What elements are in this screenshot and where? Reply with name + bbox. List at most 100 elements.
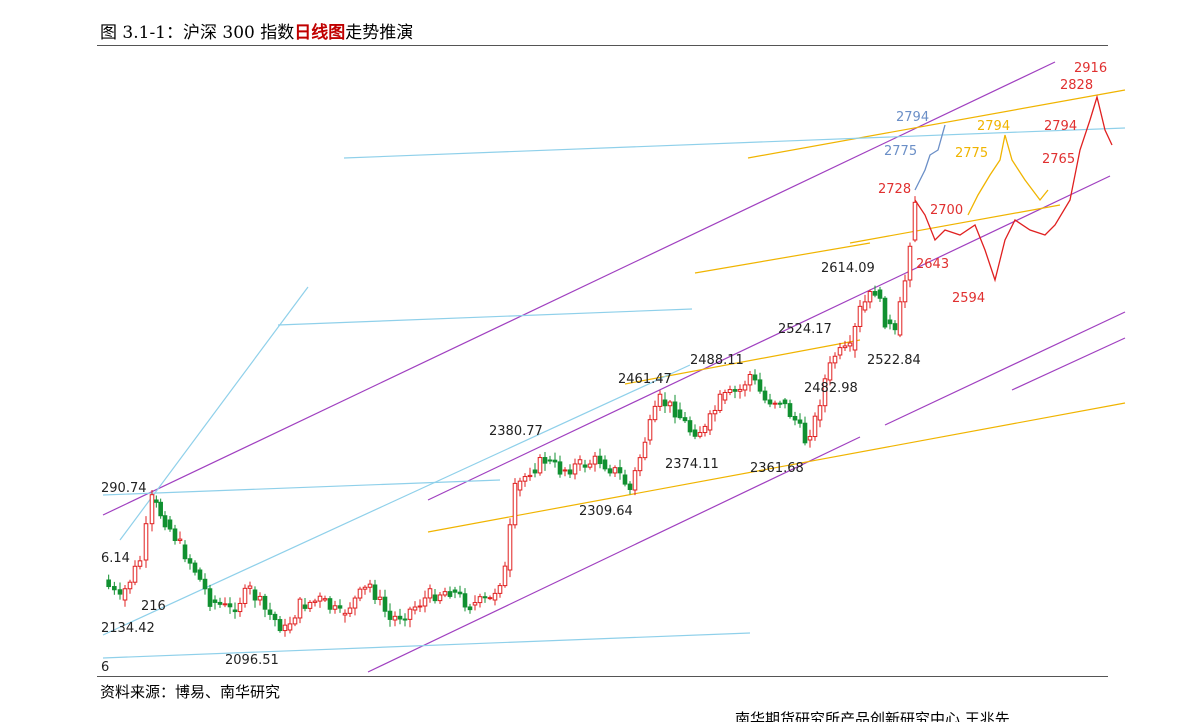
candle-body xyxy=(547,459,553,462)
price-label: 290.74 xyxy=(101,481,147,496)
candle-body xyxy=(557,461,563,475)
candle-body xyxy=(467,606,473,611)
candle-body xyxy=(647,419,653,441)
candle-body xyxy=(197,569,203,580)
candle-body xyxy=(232,609,238,613)
candle-body xyxy=(907,245,913,281)
candle-body xyxy=(262,595,268,610)
candle-body xyxy=(407,608,413,620)
candle-body xyxy=(682,417,688,422)
candle-body xyxy=(597,455,603,465)
candle-body xyxy=(442,591,448,596)
candle-body xyxy=(117,589,123,595)
candle-body xyxy=(192,562,198,573)
candle-body xyxy=(217,601,223,605)
trend-line xyxy=(102,632,751,659)
candle-body xyxy=(312,600,318,603)
title-start: 图 3.1-1：沪深 300 指数 xyxy=(100,23,295,43)
candle-body xyxy=(447,591,453,597)
candle-body xyxy=(497,585,503,594)
candle-body xyxy=(154,499,159,503)
candle-body xyxy=(357,588,363,599)
candle-body xyxy=(287,623,293,631)
annotations: 2916 2828 2794 2775 2794 2775 2794 2765 2728 2700… xyxy=(101,61,1107,675)
figure-title: 图 3.1-1：沪深 300 指数日线图走势推演 xyxy=(100,18,413,43)
candle-body xyxy=(327,598,333,610)
candle-body xyxy=(812,415,818,438)
candle-body xyxy=(172,528,178,541)
candle-body xyxy=(332,605,338,610)
title-highlight: 日线图 xyxy=(294,23,346,43)
candle-body xyxy=(602,459,608,470)
price-label: 2488.11 xyxy=(690,353,744,368)
candle-body xyxy=(847,342,853,347)
candle-body xyxy=(437,594,443,602)
candle-body xyxy=(787,403,793,417)
candle-body xyxy=(762,390,768,401)
candle-body xyxy=(517,480,523,491)
price-label: 2361.68 xyxy=(750,461,804,476)
candle-body xyxy=(297,598,303,619)
price-label: 2524.17 xyxy=(778,322,832,337)
price-label: 2700 xyxy=(930,203,963,218)
trend-line xyxy=(119,286,309,541)
candle-body xyxy=(422,597,428,607)
candle-body xyxy=(737,388,743,392)
candle-body xyxy=(667,401,673,407)
candle-body xyxy=(757,379,763,392)
candle-body xyxy=(257,595,263,601)
candle-body xyxy=(282,624,288,632)
candle-body xyxy=(277,619,283,632)
candle-body xyxy=(562,469,568,472)
candle-body xyxy=(797,419,803,424)
price-label: 2522.84 xyxy=(867,353,921,368)
candle-body xyxy=(487,597,493,600)
projection-paths xyxy=(914,94,1113,283)
candle-body xyxy=(627,483,633,490)
candle-body xyxy=(512,482,518,526)
candle-body xyxy=(587,463,593,468)
price-label: 2794 xyxy=(896,110,929,125)
candle-body xyxy=(727,389,733,394)
price-label: 6.14 xyxy=(101,551,130,566)
candle-body xyxy=(382,596,388,612)
candle-body xyxy=(452,589,458,593)
trend-line xyxy=(102,61,1056,516)
candle-body xyxy=(912,201,918,241)
candle-body xyxy=(167,519,173,530)
candle-body xyxy=(572,463,578,475)
candle-body xyxy=(482,596,488,599)
candle-body xyxy=(302,604,308,609)
candle-body xyxy=(292,617,298,625)
price-label: 2482.98 xyxy=(804,381,858,396)
candle-body xyxy=(347,607,353,614)
candle-body xyxy=(143,523,149,561)
candle-body xyxy=(367,583,373,588)
trend-line xyxy=(694,242,871,274)
candle-body xyxy=(162,515,168,528)
candle-body xyxy=(112,586,117,591)
candle-body xyxy=(272,613,278,621)
candle-body xyxy=(722,392,728,401)
candle-body xyxy=(632,470,638,491)
candle-body xyxy=(432,594,438,602)
candle-body xyxy=(652,405,658,421)
candle-body xyxy=(837,347,843,356)
candle-body xyxy=(182,544,188,560)
candle-body xyxy=(802,422,808,444)
candle-body xyxy=(337,605,343,609)
candles xyxy=(106,196,918,637)
trend-line xyxy=(367,436,861,673)
candle-body xyxy=(822,378,828,407)
price-label: 2916 xyxy=(1074,61,1107,76)
candle-body xyxy=(872,291,878,296)
trend-line xyxy=(427,402,1126,533)
candle-body xyxy=(322,598,328,601)
candle-body xyxy=(792,415,798,421)
price-label: 2828 xyxy=(1060,78,1093,93)
trend-lines xyxy=(102,61,1126,673)
candle-body xyxy=(477,596,483,604)
candle-body xyxy=(887,319,893,325)
candle-body xyxy=(867,291,873,303)
price-label: 2461.47 xyxy=(618,372,672,387)
